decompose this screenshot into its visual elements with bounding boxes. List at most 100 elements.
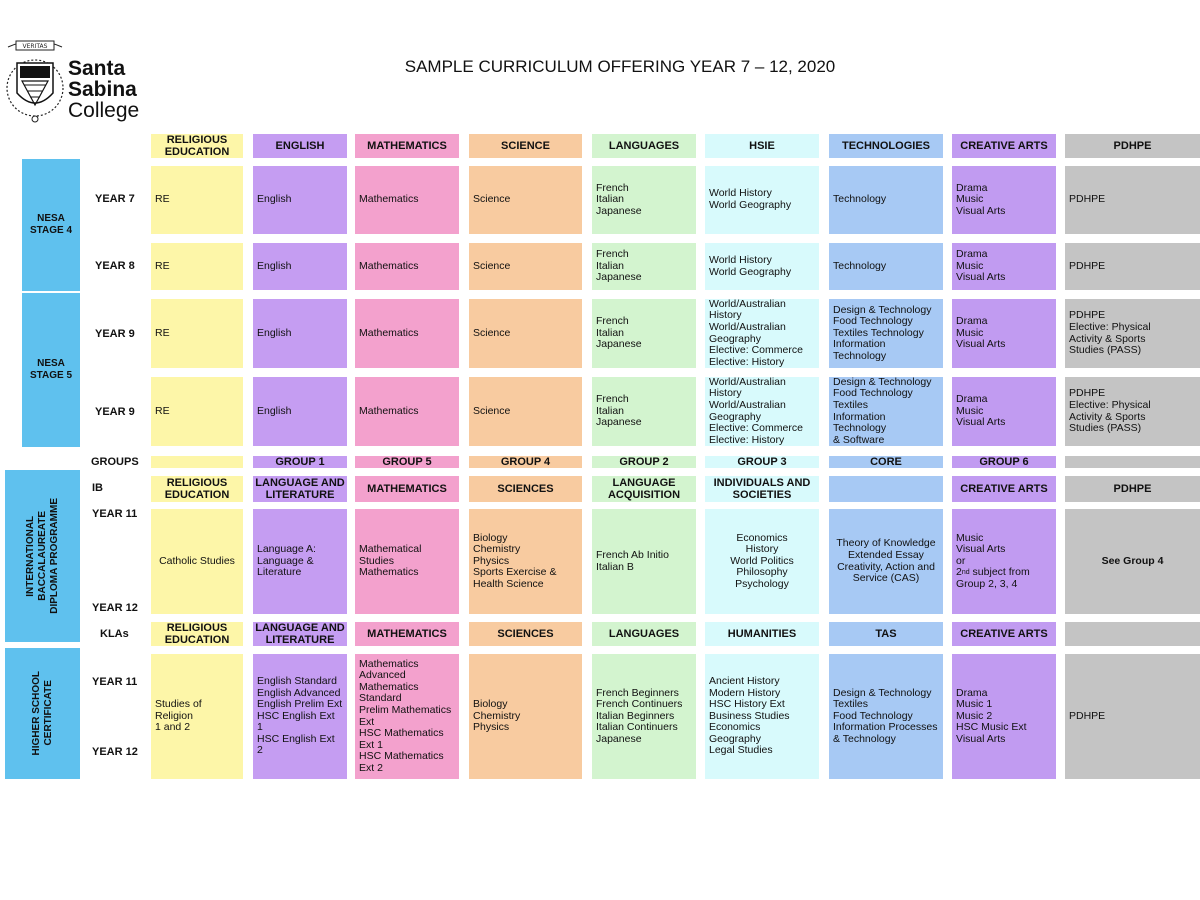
college-name-line2: Sabina — [68, 78, 137, 101]
ib-arts-cell: Music Visual Arts or 2nd subject from Grou… — [952, 509, 1056, 614]
headers-tech-cell: TECHNOLOGIES — [829, 134, 943, 158]
headers-arts-cell: CREATIVE ARTS — [952, 134, 1056, 158]
hsc-languages-cell: French Beginners French Continuers Itali… — [592, 654, 696, 779]
headers-english-cell: ENGLISH — [253, 134, 347, 158]
y8-math-cell: Mathematics — [355, 243, 459, 290]
stage4-label: NESA STAGE 4 — [22, 159, 80, 291]
ib-label-text: INTERNATIONAL BACCALAUREATE DIPLOMA PROG… — [24, 498, 60, 614]
y9a-math-cell: Mathematics — [355, 299, 459, 368]
row-label-year7: YEAR 7 — [95, 193, 135, 205]
y9b-arts-cell: Drama Music Visual Arts — [952, 377, 1056, 446]
y8-tech-cell: Technology — [829, 243, 943, 290]
klahead-hsie-cell: HUMANITIES — [705, 622, 819, 646]
y8-english-cell: English — [253, 243, 347, 290]
svg-text:VERITAS: VERITAS — [23, 43, 48, 50]
headers-pdhpe-cell: PDHPE — [1065, 134, 1200, 158]
groups-science-cell: GROUP 4 — [469, 456, 582, 468]
y9b-hsie-cell: World/Australian History World/Australia… — [705, 377, 819, 446]
y9a-arts-cell: Drama Music Visual Arts — [952, 299, 1056, 368]
klahead-re-cell: RELIGIOUS EDUCATION — [151, 622, 243, 646]
y9b-re-cell: RE — [151, 377, 243, 446]
y7-re-cell: RE — [151, 166, 243, 234]
ibhead-pdhpe-cell: PDHPE — [1065, 476, 1200, 502]
ib-pdhpe-cell: See Group 4 — [1065, 509, 1200, 614]
hsc-label-text: HIGHER SCHOOL CERTIFICATE — [30, 671, 54, 756]
ib-arts-line-c: subject from — [969, 566, 1030, 579]
ibhead-re-cell: RELIGIOUS EDUCATION — [151, 476, 243, 502]
y8-hsie-cell: World History World Geography — [705, 243, 819, 290]
headers-languages-cell: LANGUAGES — [592, 134, 696, 158]
y7-english-cell: English — [253, 166, 347, 234]
row-label-year12-ib: YEAR 12 — [92, 602, 138, 614]
klahead-languages-cell: LANGUAGES — [592, 622, 696, 646]
ib-science-cell: Biology Chemistry Physics Sports Exercis… — [469, 509, 582, 614]
y9a-english-cell: English — [253, 299, 347, 368]
row-label-groups: GROUPS — [91, 456, 139, 468]
groups-pdhpe-cell — [1065, 456, 1200, 468]
groups-re-cell — [151, 456, 243, 468]
headers-math-cell: MATHEMATICS — [355, 134, 459, 158]
y9b-pdhpe-cell: PDHPE Elective: Physical Activity & Spor… — [1065, 377, 1200, 446]
y8-science-cell: Science — [469, 243, 582, 290]
row-label-year11-hsc: YEAR 11 — [92, 676, 138, 688]
y7-hsie-cell: World History World Geography — [705, 166, 819, 234]
college-name: Santa Sabina College — [68, 58, 139, 121]
row-label-year9a: YEAR 9 — [95, 328, 135, 340]
row-label-year9b: YEAR 9 — [95, 406, 135, 418]
college-logo: VERITAS — [2, 33, 142, 128]
ib-tech-cell: Theory of Knowledge Extended Essay Creat… — [829, 509, 943, 614]
hsc-science-cell: Biology Chemistry Physics — [469, 654, 582, 779]
y7-math-cell: Mathematics — [355, 166, 459, 234]
hsc-english-cell: English Standard English Advanced Englis… — [253, 654, 347, 779]
ib-arts-text: Music Visual Arts or 2nd subject from Grou… — [956, 531, 1030, 591]
y8-re-cell: RE — [151, 243, 243, 290]
row-label-klas: KLAs — [100, 628, 129, 640]
y9b-english-cell: English — [253, 377, 347, 446]
klahead-arts-cell: CREATIVE ARTS — [952, 622, 1056, 646]
hsc-label: HIGHER SCHOOL CERTIFICATE — [5, 648, 80, 779]
ibhead-hsie-cell: INDIVIDUALS AND SOCIETIES — [705, 476, 819, 502]
groups-languages-cell: GROUP 2 — [592, 456, 696, 468]
ib-math-cell: Mathematical Studies Mathematics — [355, 509, 459, 614]
headers-hsie-cell: HSIE — [705, 134, 819, 158]
ib-languages-cell: French Ab Initio Italian B — [592, 509, 696, 614]
y9b-languages-cell: French Italian Japanese — [592, 377, 696, 446]
college-crest-icon: VERITAS — [6, 40, 64, 123]
y9b-math-cell: Mathematics — [355, 377, 459, 446]
y7-arts-cell: Drama Music Visual Arts — [952, 166, 1056, 234]
y9a-hsie-cell: World/Australian History World/Australia… — [705, 299, 819, 368]
groups-english-cell: GROUP 1 — [253, 456, 347, 468]
ib-arts-line-b: 2 — [956, 566, 962, 579]
y7-pdhpe-cell: PDHPE — [1065, 166, 1200, 234]
hsc-arts-cell: Drama Music 1 Music 2 HSC Music Ext Visu… — [952, 654, 1056, 779]
ib-re-cell: Catholic Studies — [151, 509, 243, 614]
stage5-label: NESA STAGE 5 — [22, 293, 80, 447]
ib-arts-line-d: Group 2, 3, 4 — [956, 577, 1018, 590]
y9a-tech-cell: Design & Technology Food Technology Text… — [829, 299, 943, 368]
ibhead-arts-cell: CREATIVE ARTS — [952, 476, 1056, 502]
y8-arts-cell: Drama Music Visual Arts — [952, 243, 1056, 290]
y7-tech-cell: Technology — [829, 166, 943, 234]
row-label-ib: IB — [92, 482, 103, 494]
row-label-year11-ib: YEAR 11 — [92, 508, 138, 520]
groups-math-cell: GROUP 5 — [355, 456, 459, 468]
ibhead-english-cell: LANGUAGE AND LITERATURE — [253, 476, 347, 502]
klahead-pdhpe-cell — [1065, 622, 1200, 646]
y7-science-cell: Science — [469, 166, 582, 234]
y9a-pdhpe-cell: PDHPE Elective: Physical Activity & Spor… — [1065, 299, 1200, 368]
headers-re-cell: RELIGIOUS EDUCATION — [151, 134, 243, 158]
ib-arts-line-a: Music Visual Arts or — [956, 531, 1006, 567]
ib-hsie-cell: Economics History World Politics Philoso… — [705, 509, 819, 614]
y9a-re-cell: RE — [151, 299, 243, 368]
y8-languages-cell: French Italian Japanese — [592, 243, 696, 290]
hsc-pdhpe-cell: PDHPE — [1065, 654, 1200, 779]
row-label-year8: YEAR 8 — [95, 260, 135, 272]
y7-languages-cell: French Italian Japanese — [592, 166, 696, 234]
y9a-science-cell: Science — [469, 299, 582, 368]
ib-label: INTERNATIONAL BACCALAUREATE DIPLOMA PROG… — [5, 470, 80, 642]
y8-pdhpe-cell: PDHPE — [1065, 243, 1200, 290]
page-title: SAMPLE CURRICULUM OFFERING YEAR 7 – 12, … — [404, 57, 836, 76]
row-label-year12-hsc: YEAR 12 — [92, 746, 138, 758]
hsc-tech-cell: Design & Technology Textiles Food Techno… — [829, 654, 943, 779]
groups-tech-cell: CORE — [829, 456, 943, 468]
